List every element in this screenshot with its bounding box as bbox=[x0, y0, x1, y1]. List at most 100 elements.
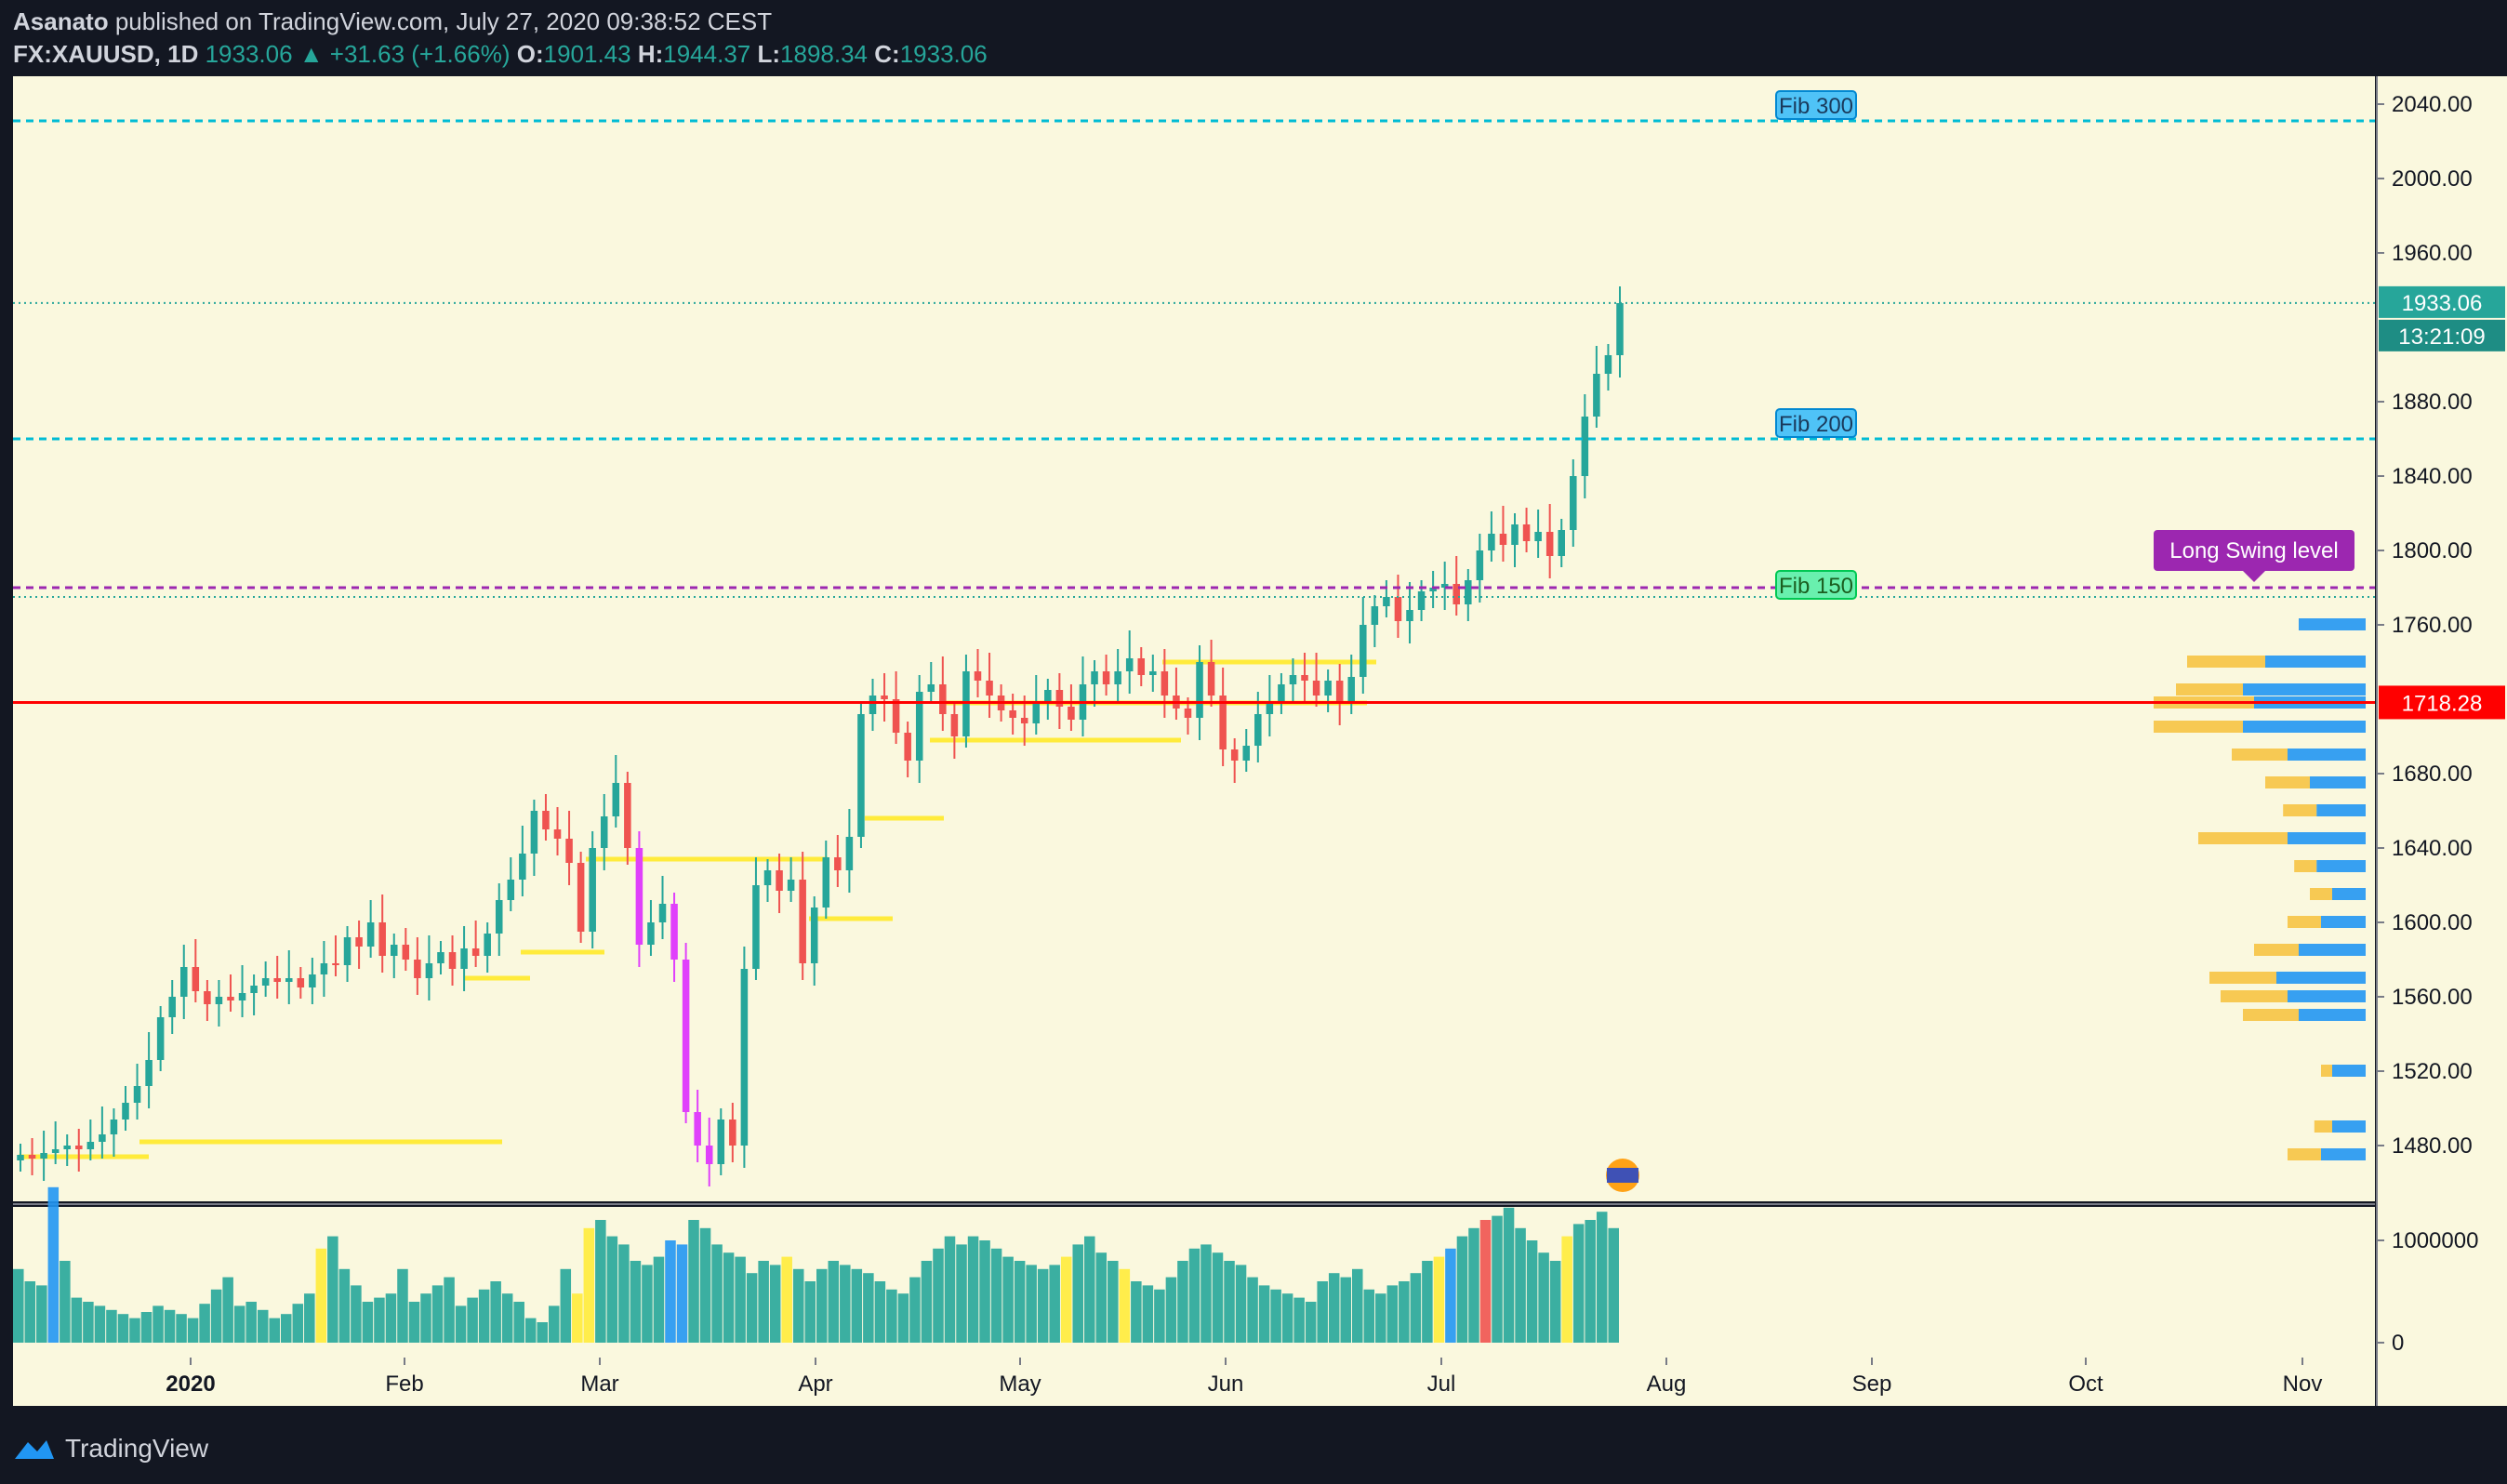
author-name[interactable]: Asanato bbox=[13, 7, 109, 35]
candle-body[interactable] bbox=[1593, 374, 1600, 417]
candle-body[interactable] bbox=[845, 837, 854, 870]
candle-body[interactable] bbox=[448, 952, 457, 969]
candle-body[interactable] bbox=[285, 978, 293, 982]
symbol-label[interactable]: FX:XAUUSD, 1D bbox=[13, 40, 199, 68]
candle-body[interactable] bbox=[1558, 530, 1565, 556]
candle-body[interactable] bbox=[939, 684, 947, 714]
candle-body[interactable] bbox=[110, 1120, 118, 1134]
candle-body[interactable] bbox=[250, 986, 258, 993]
candle-body[interactable] bbox=[215, 997, 223, 1004]
candle-body[interactable] bbox=[86, 1142, 95, 1149]
candle-body[interactable] bbox=[658, 904, 667, 922]
candle-body[interactable] bbox=[122, 1103, 129, 1120]
candle-body[interactable] bbox=[1312, 681, 1320, 696]
candle-body[interactable] bbox=[63, 1146, 71, 1149]
candle-body[interactable] bbox=[192, 967, 200, 991]
candle-body[interactable] bbox=[1406, 610, 1413, 621]
candle-body[interactable] bbox=[1266, 703, 1274, 714]
candle-body[interactable] bbox=[1581, 417, 1589, 476]
candle-body[interactable] bbox=[1102, 671, 1110, 684]
candle-body[interactable] bbox=[810, 908, 818, 963]
candle-body[interactable] bbox=[1465, 580, 1472, 604]
candle-body[interactable] bbox=[857, 714, 865, 837]
candle-body[interactable] bbox=[1219, 696, 1227, 749]
candle-body[interactable] bbox=[1137, 658, 1146, 675]
candle-body[interactable] bbox=[471, 948, 480, 956]
candle-body[interactable] bbox=[507, 880, 515, 900]
candle-body[interactable] bbox=[343, 937, 352, 965]
candle-body[interactable] bbox=[589, 848, 596, 932]
fib-200-label-box[interactable] bbox=[1775, 408, 1857, 438]
candle-body[interactable] bbox=[1511, 524, 1519, 545]
candle-body[interactable] bbox=[495, 900, 503, 934]
candle-body[interactable] bbox=[425, 963, 433, 978]
candle-body[interactable] bbox=[1347, 677, 1356, 703]
candle-body[interactable] bbox=[1499, 534, 1507, 545]
candle-body[interactable] bbox=[1254, 714, 1262, 746]
candle-body[interactable] bbox=[145, 1060, 153, 1086]
candle-body[interactable] bbox=[1068, 707, 1075, 720]
candle-body[interactable] bbox=[156, 1017, 165, 1060]
candle-body[interactable] bbox=[133, 1086, 141, 1103]
candle-body[interactable] bbox=[892, 699, 900, 733]
candle-body[interactable] bbox=[1394, 597, 1402, 621]
candle-body[interactable] bbox=[869, 696, 877, 714]
candle-body[interactable] bbox=[1335, 681, 1344, 703]
fib-150-label-box[interactable] bbox=[1775, 570, 1857, 600]
candle-body[interactable] bbox=[740, 969, 749, 1146]
candle-body[interactable] bbox=[332, 963, 339, 965]
candle-body[interactable] bbox=[1149, 671, 1157, 675]
candle-body[interactable] bbox=[1125, 658, 1134, 671]
candle-body[interactable] bbox=[402, 945, 410, 960]
candle-body[interactable] bbox=[1429, 588, 1437, 591]
candle-body[interactable] bbox=[227, 997, 234, 1000]
candle-body[interactable] bbox=[927, 684, 935, 692]
candle-body[interactable] bbox=[390, 945, 398, 956]
candle-body[interactable] bbox=[309, 974, 316, 987]
candle-body[interactable] bbox=[28, 1155, 36, 1159]
candle-body[interactable] bbox=[484, 934, 491, 956]
candle-body[interactable] bbox=[40, 1153, 47, 1159]
candle-body[interactable] bbox=[974, 671, 982, 681]
candle-body[interactable] bbox=[273, 978, 281, 982]
candle-body[interactable] bbox=[915, 692, 923, 761]
candle-body[interactable] bbox=[180, 967, 188, 997]
candle-body[interactable] bbox=[600, 816, 608, 848]
candle-body[interactable] bbox=[542, 811, 550, 829]
candle-body[interactable] bbox=[168, 997, 176, 1017]
candle-body[interactable] bbox=[1417, 591, 1426, 610]
candle-body[interactable] bbox=[355, 937, 363, 947]
candle-body[interactable] bbox=[962, 671, 970, 736]
candle-body[interactable] bbox=[366, 922, 375, 947]
candle-body[interactable] bbox=[1534, 532, 1542, 541]
candle-body[interactable] bbox=[776, 870, 783, 891]
candle-body[interactable] bbox=[1488, 534, 1495, 550]
candle-body[interactable] bbox=[950, 714, 959, 736]
candle-body[interactable] bbox=[1324, 681, 1332, 696]
candle-body[interactable] bbox=[834, 857, 842, 870]
candle-body[interactable] bbox=[238, 993, 246, 1000]
candle-body[interactable] bbox=[904, 733, 911, 761]
candle-body[interactable] bbox=[717, 1120, 725, 1164]
candle-body[interactable] bbox=[1301, 675, 1308, 681]
candle-body[interactable] bbox=[799, 880, 806, 963]
candle-body[interactable] bbox=[647, 922, 655, 945]
candle-body[interactable] bbox=[1032, 703, 1041, 723]
candle-body[interactable] bbox=[1207, 662, 1215, 696]
candle-body[interactable] bbox=[1055, 690, 1064, 707]
candle-body[interactable] bbox=[822, 857, 830, 908]
candle-body[interactable] bbox=[729, 1120, 736, 1146]
candle-body[interactable] bbox=[1091, 671, 1098, 684]
candle-body[interactable] bbox=[763, 870, 772, 885]
candle-body[interactable] bbox=[612, 783, 620, 816]
candle-body[interactable] bbox=[1289, 675, 1297, 684]
candle-body[interactable] bbox=[204, 991, 211, 1004]
candle-body[interactable] bbox=[1383, 597, 1390, 606]
fib-300-label-box[interactable] bbox=[1775, 90, 1857, 120]
candle-body[interactable] bbox=[705, 1146, 713, 1164]
candle-body[interactable] bbox=[378, 922, 386, 956]
candle-body[interactable] bbox=[577, 863, 585, 932]
candle-body[interactable] bbox=[1044, 690, 1052, 703]
candle-body[interactable] bbox=[1230, 749, 1239, 761]
